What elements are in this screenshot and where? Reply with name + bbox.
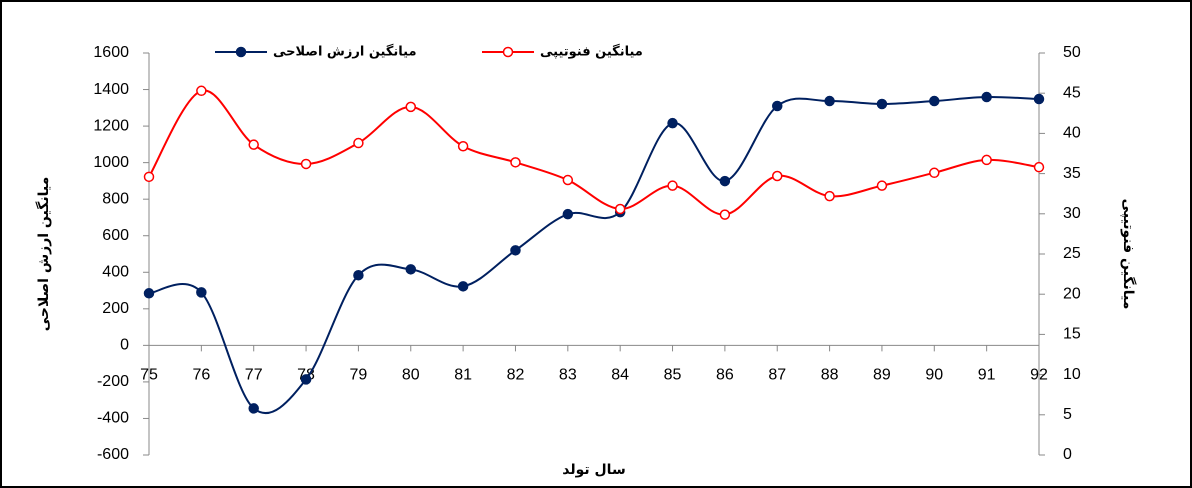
y2-axis-title: میانگین فنوتیپی bbox=[1120, 199, 1137, 310]
x-tick-label: 76 bbox=[192, 367, 210, 384]
marker bbox=[196, 287, 207, 298]
y-tick-label: 800 bbox=[102, 190, 129, 207]
y2-tick-label: 30 bbox=[1063, 205, 1081, 222]
x-tick-label: 77 bbox=[245, 367, 263, 384]
marker bbox=[405, 264, 417, 275]
marker bbox=[824, 190, 835, 202]
y-tick-label: 1000 bbox=[93, 154, 129, 171]
legend-marker bbox=[502, 46, 514, 58]
marker bbox=[457, 141, 469, 152]
y2-tick-label: 0 bbox=[1063, 446, 1072, 463]
marker bbox=[876, 180, 888, 191]
x-axis-title: سال تولد bbox=[562, 462, 625, 478]
x-tick-label: 75 bbox=[140, 367, 158, 384]
y2-tick-label: 35 bbox=[1063, 165, 1081, 182]
y-tick-label: 200 bbox=[102, 300, 129, 317]
y-tick-label: 1600 bbox=[93, 44, 129, 61]
y-tick-label: -600 bbox=[97, 446, 129, 463]
marker bbox=[667, 180, 678, 191]
marker bbox=[143, 171, 155, 183]
marker bbox=[614, 203, 626, 215]
y2-tick-label: 40 bbox=[1063, 125, 1081, 142]
x-tick-label: 91 bbox=[978, 367, 996, 384]
x-tick-label: 89 bbox=[873, 367, 891, 384]
x-tick-label: 84 bbox=[611, 367, 629, 384]
marker bbox=[1033, 161, 1045, 173]
y-tick-label: -400 bbox=[97, 410, 129, 427]
marker bbox=[929, 167, 940, 179]
y-tick-label: 1200 bbox=[93, 117, 129, 134]
marker bbox=[719, 175, 731, 187]
marker bbox=[876, 98, 888, 110]
marker bbox=[510, 157, 521, 168]
marker bbox=[405, 101, 417, 113]
marker bbox=[300, 158, 312, 170]
x-tick-label: 85 bbox=[664, 367, 682, 384]
marker bbox=[562, 208, 574, 220]
marker bbox=[981, 154, 992, 166]
y2-tick-label: 20 bbox=[1063, 285, 1081, 302]
y-axis-title: میانگین ارزش اصلاحی bbox=[35, 177, 52, 332]
y-tick-label: -200 bbox=[97, 373, 129, 390]
y-tick-label: 400 bbox=[102, 263, 129, 280]
x-tick-label: 87 bbox=[768, 367, 786, 384]
marker bbox=[300, 374, 312, 385]
marker bbox=[667, 117, 678, 129]
marker bbox=[457, 281, 469, 292]
y2-tick-label: 45 bbox=[1063, 84, 1081, 101]
marker bbox=[562, 174, 574, 186]
marker bbox=[196, 85, 207, 97]
marker bbox=[771, 170, 783, 182]
y-tick-label: 0 bbox=[120, 337, 129, 354]
marker bbox=[1033, 93, 1045, 105]
y2-tick-label: 10 bbox=[1063, 366, 1081, 383]
y-tick-label: 1400 bbox=[93, 81, 129, 98]
x-tick-label: 83 bbox=[559, 367, 577, 384]
y2-tick-label: 25 bbox=[1063, 245, 1081, 262]
marker bbox=[981, 91, 992, 103]
x-tick-label: 90 bbox=[925, 367, 943, 384]
x-tick-label: 82 bbox=[507, 367, 525, 384]
legend-label: میانگین فنوتیپی bbox=[540, 44, 643, 60]
x-tick-label: 80 bbox=[402, 367, 420, 384]
marker bbox=[143, 288, 155, 299]
marker bbox=[248, 139, 259, 150]
marker bbox=[719, 209, 731, 220]
y2-tick-label: 50 bbox=[1063, 44, 1081, 61]
marker bbox=[353, 269, 364, 281]
legend-marker bbox=[235, 46, 247, 58]
x-tick-label: 81 bbox=[454, 367, 472, 384]
y2-tick-label: 15 bbox=[1063, 326, 1081, 343]
series-line bbox=[148, 96, 1040, 415]
y2-tick-label: 5 bbox=[1063, 406, 1072, 423]
marker bbox=[771, 100, 783, 112]
marker bbox=[248, 403, 259, 414]
legend-label: میانگین ارزش اصلاحی bbox=[273, 44, 417, 60]
x-tick-label: 92 bbox=[1030, 367, 1048, 384]
x-tick-label: 79 bbox=[350, 367, 368, 384]
marker bbox=[353, 137, 364, 149]
y-tick-label: 600 bbox=[102, 227, 129, 244]
x-tick-label: 88 bbox=[821, 367, 839, 384]
marker bbox=[824, 95, 835, 107]
marker bbox=[929, 95, 940, 107]
x-tick-label: 86 bbox=[716, 367, 734, 384]
marker bbox=[510, 245, 521, 256]
